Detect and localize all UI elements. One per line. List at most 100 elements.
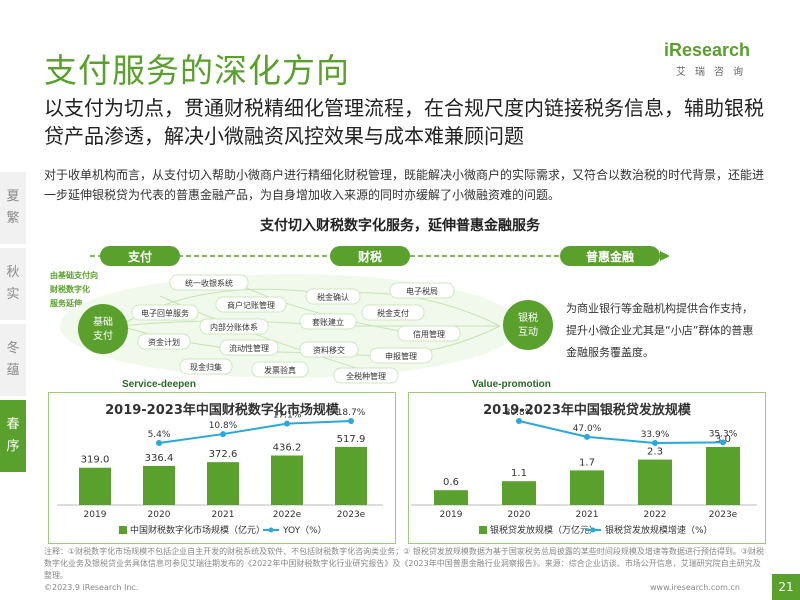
page-number: 21 xyxy=(772,574,800,600)
side-tab-char: 实 xyxy=(6,287,20,302)
chart-panel-bank-tax-loan: 2019-2023年中国银税贷发放规模 0.6 2019 1.1 2020 1.7 202… xyxy=(408,392,766,544)
item-chip: 资金计划 xyxy=(137,333,191,350)
line-value-label: 47.0% xyxy=(573,424,602,434)
line-point xyxy=(220,431,226,438)
bar-value-label: 1.1 xyxy=(511,468,527,479)
logo-subtext: 艾瑞咨询 xyxy=(676,67,752,78)
side-tab-spring[interactable]: 春 序 xyxy=(0,400,26,472)
stage-arrow-icon xyxy=(660,251,670,261)
line-point xyxy=(652,440,658,446)
line-point xyxy=(284,420,290,427)
bar xyxy=(706,447,740,505)
line-value-label: 5.4% xyxy=(148,430,171,440)
item-chip: 申报管理 xyxy=(369,347,433,364)
legend-label: YOY（%） xyxy=(282,525,327,536)
item-label: 电子税局 xyxy=(406,286,438,296)
stage-payment: 支付 xyxy=(100,246,180,266)
line-series xyxy=(518,420,724,445)
x-tick-label: 2019 xyxy=(440,510,463,520)
side-tab-summer[interactable]: 夏 繁 xyxy=(0,172,26,244)
legend-bar-swatch xyxy=(479,526,487,534)
item-label: 套账建立 xyxy=(312,317,344,327)
bar-value-label: 517.9 xyxy=(337,434,366,445)
circle-label: 支付 xyxy=(93,329,113,342)
chart-bank-tax-loan: 0.620191.120201.720212.320223.02023e80.8… xyxy=(411,408,757,536)
line-point xyxy=(156,440,162,446)
x-tick-label: 2021 xyxy=(576,510,599,520)
stage-label: 普惠金融 xyxy=(586,249,634,264)
website-link[interactable]: www.iresearch.com.cn xyxy=(650,583,740,592)
bar xyxy=(335,447,367,505)
item-label: 现金归集 xyxy=(190,362,222,372)
legend-label: 银税贷发放规模（万亿元） xyxy=(490,524,598,536)
bar-value-label: 372.6 xyxy=(209,449,238,460)
line-point xyxy=(348,418,354,424)
circle-label: 基础 xyxy=(93,315,113,328)
item-label: 电子回单服务 xyxy=(141,308,189,318)
item-label: 内部分账体系 xyxy=(210,322,258,332)
x-tick-label: 2021 xyxy=(212,510,235,520)
side-tab-autumn[interactable]: 秋 实 xyxy=(0,248,26,320)
diagram-title: 支付切入财税数字化服务，延伸普惠金融服务 xyxy=(260,218,540,234)
item-label: 资料移交 xyxy=(313,345,345,355)
item-chip: 发票验真 xyxy=(251,361,309,378)
item-label: 资金计划 xyxy=(148,337,180,347)
item-chip: 税金确认 xyxy=(305,288,361,305)
item-chip: 税金支付 xyxy=(361,304,425,321)
basic-payment-circle: 基础 支付 xyxy=(78,304,128,354)
line-point xyxy=(516,418,522,424)
side-tab-char: 秋 xyxy=(6,265,20,280)
item-chip: 电子回单服务 xyxy=(131,304,199,321)
item-chip: 流动性管理 xyxy=(219,339,279,356)
x-tick-label: 2019 xyxy=(84,510,107,520)
iresearch-logo: iResearch 艾瑞咨询 xyxy=(664,40,764,90)
bar xyxy=(638,459,672,505)
bar-value-label: 319.0 xyxy=(81,455,110,466)
item-label: 流动性管理 xyxy=(229,343,269,353)
x-tick-label: 2022e xyxy=(273,510,302,520)
item-chips: 统一收银系统 商户记账管理 电子回单服务 内部分账体系 资金计划 流动性管理 现… xyxy=(131,274,461,384)
side-tab-char: 冬 xyxy=(6,341,20,356)
bar-value-label: 0.6 xyxy=(443,477,459,488)
side-tab-winter[interactable]: 冬 蕴 xyxy=(0,324,26,396)
bar xyxy=(570,470,604,505)
item-label: 统一收银系统 xyxy=(185,278,233,288)
line-value-label: 10.8% xyxy=(209,421,238,431)
bar-value-label: 1.7 xyxy=(579,457,595,468)
x-tick-label: 2023e xyxy=(337,510,366,520)
item-chip: 信用管理 xyxy=(397,325,461,342)
chart-tax-digital: 319.0 2019 336.4 2020 372.6 2021 436.2 2022e 517… xyxy=(57,408,383,536)
footnote: 注释：①财税数字化市场规模不包括企业自主开发的财税系统及软件、不包括财税数字化咨… xyxy=(44,547,765,580)
stage-label: 财税 xyxy=(357,249,382,264)
chart-panel-tax-digital: 2019-2023年中国财税数字化市场规模 319.0 2019 336.4 2020… xyxy=(48,392,396,544)
item-label: 商户记账管理 xyxy=(227,300,275,310)
item-label: 发票验真 xyxy=(264,365,296,375)
item-chip: 统一收银系统 xyxy=(169,274,249,291)
circle-label: 银税 xyxy=(518,311,538,324)
item-chip: 资料移交 xyxy=(299,341,359,358)
item-label: 申报管理 xyxy=(385,351,417,361)
body-paragraph: 对于收单机构而言，从支付切入帮助小微商户进行精细化财税管理，既能解决小微商户的实… xyxy=(44,168,765,202)
item-chip: 电子税局 xyxy=(389,282,455,299)
chart-title: 2019-2023年中国银税贷发放规模 xyxy=(483,403,691,418)
bar xyxy=(502,481,536,505)
chart-title: 2019-2023年中国财税数字化市场规模 xyxy=(105,403,339,418)
item-chip: 内部分账体系 xyxy=(199,318,269,335)
line-value-label: 35.3% xyxy=(709,429,738,439)
side-tab-char: 序 xyxy=(6,439,20,454)
item-chip: 商户记账管理 xyxy=(215,296,287,313)
x-tick-label: 2020 xyxy=(508,510,531,520)
bar xyxy=(271,455,303,505)
service-diagram: 支付 财税 普惠金融 由基础支付向 财税数字化 服务延伸 基础 支付 银税 互动… xyxy=(49,246,670,390)
side-tab-char: 夏 xyxy=(6,189,20,204)
stage-label: 支付 xyxy=(127,249,152,264)
bar-value-label: 2.3 xyxy=(647,447,663,458)
line-point xyxy=(720,439,726,446)
line-value-label: 17.1% xyxy=(273,411,302,421)
legend-label: 中国财税数字化市场规模（亿元） xyxy=(130,524,265,536)
legend-line-marker xyxy=(268,527,274,533)
item-label: 税金支付 xyxy=(377,308,409,318)
page-subtitle: 以支付为切点，贯通财税精细化管理流程，在合规尺度内链接税务信息，辅助银税贷产品渗… xyxy=(44,96,764,148)
value-promotion-label: Value-promotion xyxy=(472,379,551,390)
bar xyxy=(79,467,111,505)
